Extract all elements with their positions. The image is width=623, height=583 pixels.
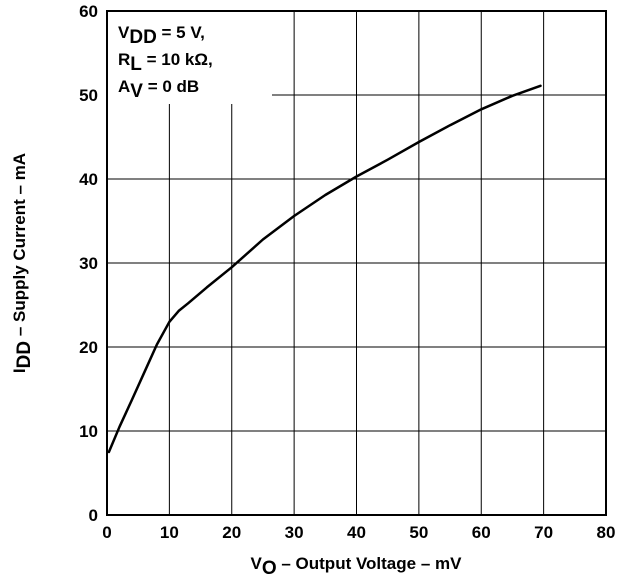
annotation-main: R: [118, 50, 130, 69]
y-label-sub: DD: [14, 341, 35, 368]
x-tick-label: 20: [222, 523, 241, 542]
x-tick-label: 50: [409, 523, 428, 542]
x-label-rest: – Output Voltage – mV: [277, 554, 462, 573]
y-tick-label: 30: [79, 254, 98, 273]
y-tick-label: 20: [79, 338, 98, 357]
x-axis-label: VO – Output Voltage – mV: [251, 554, 463, 579]
annotation-sub: L: [130, 54, 142, 75]
series-line: [107, 84, 542, 454]
y-tick-label: 10: [79, 422, 98, 441]
annotation-rest: = 0 dB: [143, 77, 199, 96]
annotation-sub: DD: [129, 27, 156, 48]
annotation-background: [108, 10, 272, 104]
y-axis-label: IDD – Supply Current – mA: [10, 153, 35, 373]
y-tick-label: 60: [79, 2, 98, 21]
condition-annotation: VDD = 5 V,RL = 10 kΩ,AV = 0 dB: [118, 23, 213, 102]
x-tick-label: 40: [347, 523, 366, 542]
y-label-rest: – Supply Current – mA: [10, 153, 29, 341]
annotation-line: RL = 10 kΩ,: [118, 50, 213, 75]
x-tick-label: 80: [597, 523, 616, 542]
annotation-rest: = 5 V,: [157, 23, 205, 42]
y-tick-label: 40: [79, 170, 98, 189]
x-tick-label: 0: [102, 523, 111, 542]
y-tick-label: 0: [89, 506, 98, 525]
annotation-rest: = 10 kΩ,: [142, 50, 213, 69]
x-tick-label: 30: [285, 523, 304, 542]
plot-frame: [106, 10, 607, 516]
annotation-main: A: [118, 77, 130, 96]
annotation-sub: V: [130, 81, 143, 102]
x-tick-label: 10: [160, 523, 179, 542]
annotation-line: VDD = 5 V,: [118, 23, 205, 48]
x-label-main: V: [251, 554, 263, 573]
x-tick-label: 60: [472, 523, 491, 542]
x-label-sub: O: [262, 558, 277, 579]
x-tick-label: 70: [534, 523, 553, 542]
tick-labels: 0 10 20 30 40 50 60 70 80 0 10 20 30 40 50 60: [79, 2, 615, 542]
annotation-main: V: [118, 23, 130, 42]
annotation-line: AV = 0 dB: [118, 77, 199, 102]
y-label-main: I: [10, 368, 29, 373]
y-tick-label: 50: [79, 86, 98, 105]
